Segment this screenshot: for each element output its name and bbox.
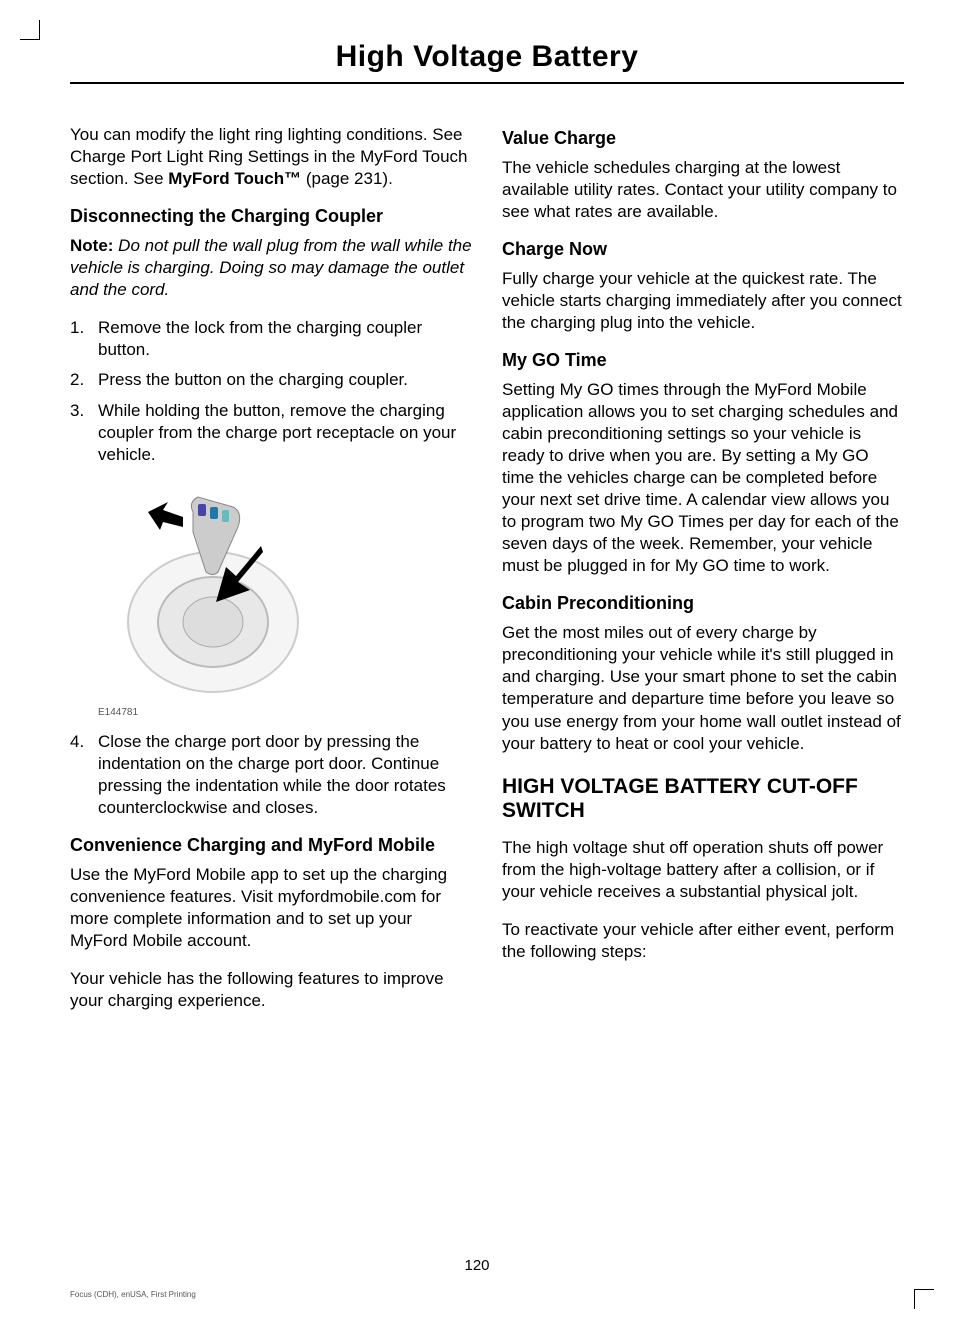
- convenience-p1: Use the MyFord Mobile app to set up the …: [70, 864, 472, 952]
- crop-mark-bottom-right: [914, 1289, 934, 1309]
- convenience-p2: Your vehicle has the following features …: [70, 968, 472, 1012]
- step-num: 2.: [70, 369, 98, 391]
- step-text: Remove the lock from the charging couple…: [98, 317, 472, 361]
- mygo-heading: My GO Time: [502, 350, 904, 371]
- cabin-text: Get the most miles out of every charge b…: [502, 622, 904, 755]
- cutoff-p2: To reactivate your vehicle after either …: [502, 919, 904, 963]
- value-charge-text: The vehicle schedules charging at the lo…: [502, 157, 904, 223]
- intro-text-c: (page 231).: [301, 169, 393, 188]
- step-4: 4.Close the charge port door by pressing…: [70, 731, 472, 819]
- step-text: Close the charge port door by pressing t…: [98, 731, 472, 819]
- crop-mark-top-left: [20, 20, 40, 40]
- note-paragraph: Note: Do not pull the wall plug from the…: [70, 235, 472, 301]
- figure-id: E144781: [98, 706, 472, 719]
- step-num: 3.: [70, 400, 98, 466]
- note-text: Do not pull the wall plug from the wall …: [70, 236, 472, 299]
- steps-list: 1.Remove the lock from the charging coup…: [70, 317, 472, 466]
- cutoff-heading: HIGH VOLTAGE BATTERY CUT-OFF SWITCH: [502, 775, 904, 823]
- step-text: Press the button on the charging coupler…: [98, 369, 408, 391]
- step-3: 3.While holding the button, remove the c…: [70, 400, 472, 466]
- step-num: 4.: [70, 731, 98, 819]
- page-header: High Voltage Battery: [70, 40, 904, 84]
- intro-paragraph: You can modify the light ring lighting c…: [70, 124, 472, 190]
- cabin-heading: Cabin Preconditioning: [502, 593, 904, 614]
- left-column: You can modify the light ring lighting c…: [70, 124, 472, 1028]
- page-title: High Voltage Battery: [70, 40, 904, 74]
- step-text: While holding the button, remove the cha…: [98, 400, 472, 466]
- cutoff-p1: The high voltage shut off operation shut…: [502, 837, 904, 903]
- right-column: Value Charge The vehicle schedules charg…: [502, 124, 904, 1028]
- step-2: 2.Press the button on the charging coupl…: [70, 369, 472, 391]
- page-number: 120: [0, 1257, 954, 1274]
- convenience-heading: Convenience Charging and MyFord Mobile: [70, 835, 472, 856]
- content-columns: You can modify the light ring lighting c…: [70, 124, 904, 1028]
- value-charge-heading: Value Charge: [502, 128, 904, 149]
- mygo-text: Setting My GO times through the MyFord M…: [502, 379, 904, 578]
- intro-link: MyFord Touch™: [168, 169, 301, 188]
- step-1: 1.Remove the lock from the charging coup…: [70, 317, 472, 361]
- charge-now-heading: Charge Now: [502, 239, 904, 260]
- coupler-figure: [98, 482, 328, 702]
- disconnect-heading: Disconnecting the Charging Coupler: [70, 206, 472, 227]
- steps-list-2: 4.Close the charge port door by pressing…: [70, 731, 472, 819]
- footer-text: Focus (CDH), enUSA, First Printing: [70, 1290, 196, 1299]
- step-num: 1.: [70, 317, 98, 361]
- charge-now-text: Fully charge your vehicle at the quickes…: [502, 268, 904, 334]
- note-label: Note:: [70, 236, 113, 255]
